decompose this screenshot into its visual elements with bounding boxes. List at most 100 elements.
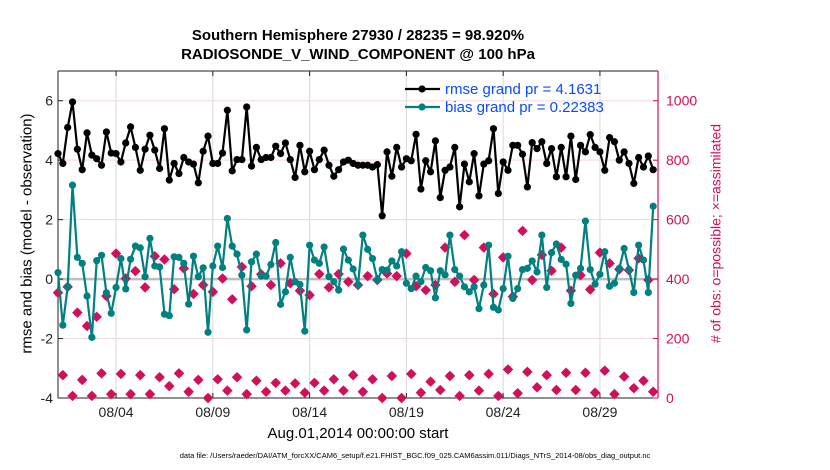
- bias-point: [562, 260, 570, 268]
- rmse-point: [499, 158, 507, 166]
- rmse-point: [460, 160, 469, 168]
- obs-assimilated-marker: [193, 374, 204, 386]
- bias-point: [102, 289, 110, 297]
- rmse-point: [383, 148, 391, 156]
- rmse-point: [296, 141, 304, 149]
- rmse-point: [97, 161, 106, 169]
- y-tick-label-right: 800: [666, 152, 690, 168]
- bias-point: [601, 248, 609, 256]
- x-tick-label: 08/24: [486, 404, 521, 420]
- obs-assimilated-marker: [618, 371, 630, 382]
- obs-assimilated-marker: [444, 370, 456, 382]
- bias-point: [59, 321, 67, 329]
- rmse-point: [93, 155, 101, 163]
- rmse-point: [528, 139, 536, 147]
- bias-point: [107, 309, 115, 317]
- rmse-point: [504, 166, 512, 174]
- bias-point: [610, 279, 619, 287]
- obs-assimilated-marker: [406, 368, 417, 380]
- bias-point: [136, 244, 144, 252]
- rmse-point: [543, 159, 551, 168]
- bias-point: [296, 280, 304, 289]
- bias-point: [146, 234, 154, 242]
- obs-assimilated-marker: [125, 388, 136, 400]
- rmse-point: [131, 143, 140, 151]
- bias-point: [533, 268, 541, 276]
- obs-assimilated-marker: [217, 273, 228, 284]
- rmse-point: [291, 173, 299, 182]
- y-tick-label-left: 6: [45, 93, 53, 109]
- bias-point: [528, 257, 536, 265]
- obs-assimilated-marker: [376, 392, 388, 404]
- rmse-point: [194, 179, 202, 187]
- rmse-point: [228, 167, 236, 175]
- rmse-point: [393, 143, 401, 151]
- rmse-point: [610, 138, 619, 146]
- rmse-point: [301, 168, 309, 176]
- bias-point: [117, 254, 125, 263]
- bias-point: [504, 252, 512, 260]
- bias-point: [615, 264, 623, 272]
- rmse-point: [397, 163, 406, 171]
- obs-assimilated-marker: [164, 380, 175, 392]
- rmse-point: [572, 175, 580, 184]
- obs-assimilated-marker: [270, 377, 281, 389]
- bias-point: [267, 260, 275, 269]
- obs-assimilated-marker: [183, 386, 194, 397]
- rmse-point: [83, 129, 91, 137]
- obs-assimilated-marker: [628, 382, 640, 394]
- obs-assimilated-marker: [323, 282, 335, 293]
- rmse-point: [281, 139, 290, 147]
- bias-point: [73, 253, 81, 261]
- x-axis-label: Aug.01,2014 00:00:00 start: [267, 425, 449, 442]
- obs-assimilated-marker: [420, 284, 431, 296]
- bias-point: [383, 266, 391, 274]
- bias-point: [639, 256, 648, 264]
- rmse-point: [117, 158, 125, 166]
- bias-point: [262, 272, 270, 280]
- bias-point: [364, 245, 372, 253]
- obs-assimilated-marker: [362, 270, 373, 282]
- obs-assimilated-marker: [333, 268, 344, 280]
- obs-assimilated-marker: [483, 368, 494, 380]
- rmse-point: [136, 166, 144, 174]
- bias-point: [247, 258, 256, 266]
- rmse-point: [431, 137, 440, 145]
- rmse-point: [639, 163, 648, 171]
- rmse-point: [59, 159, 67, 168]
- obs-assimilated-marker: [391, 270, 402, 282]
- rmse-point: [247, 162, 256, 170]
- rmse-point: [325, 161, 333, 169]
- bias-point: [122, 285, 130, 293]
- bias-point: [417, 278, 425, 286]
- bias-point: [93, 257, 101, 265]
- rmse-point: [456, 203, 464, 211]
- bias-point: [591, 280, 599, 288]
- obs-assimilated-marker: [589, 387, 601, 398]
- rmse-point: [112, 150, 120, 158]
- obs-assimilated-marker: [76, 374, 88, 386]
- rmse-point: [620, 148, 628, 156]
- bias-point: [344, 256, 352, 264]
- obs-assimilated-marker: [202, 392, 214, 404]
- obs-assimilated-marker: [144, 388, 156, 400]
- bias-point: [78, 259, 86, 267]
- bias-point: [543, 283, 551, 292]
- obs-assimilated-marker: [454, 390, 465, 402]
- bias-point: [281, 288, 290, 296]
- obs-assimilated-marker: [299, 387, 310, 398]
- obs-assimilated-marker: [551, 384, 562, 396]
- obs-assimilated-marker: [212, 374, 223, 385]
- rmse-point: [126, 123, 135, 131]
- bias-point: [465, 288, 473, 296]
- obs-assimilated-marker: [638, 375, 649, 386]
- bias-point: [199, 264, 207, 272]
- bias-point: [426, 267, 435, 275]
- rmse-point: [552, 173, 560, 181]
- rmse-point: [615, 156, 623, 164]
- rmse-point: [170, 159, 178, 168]
- bias-point: [83, 292, 91, 300]
- rmse-point: [141, 145, 149, 153]
- bias-point: [204, 328, 212, 336]
- bias-point: [112, 283, 120, 292]
